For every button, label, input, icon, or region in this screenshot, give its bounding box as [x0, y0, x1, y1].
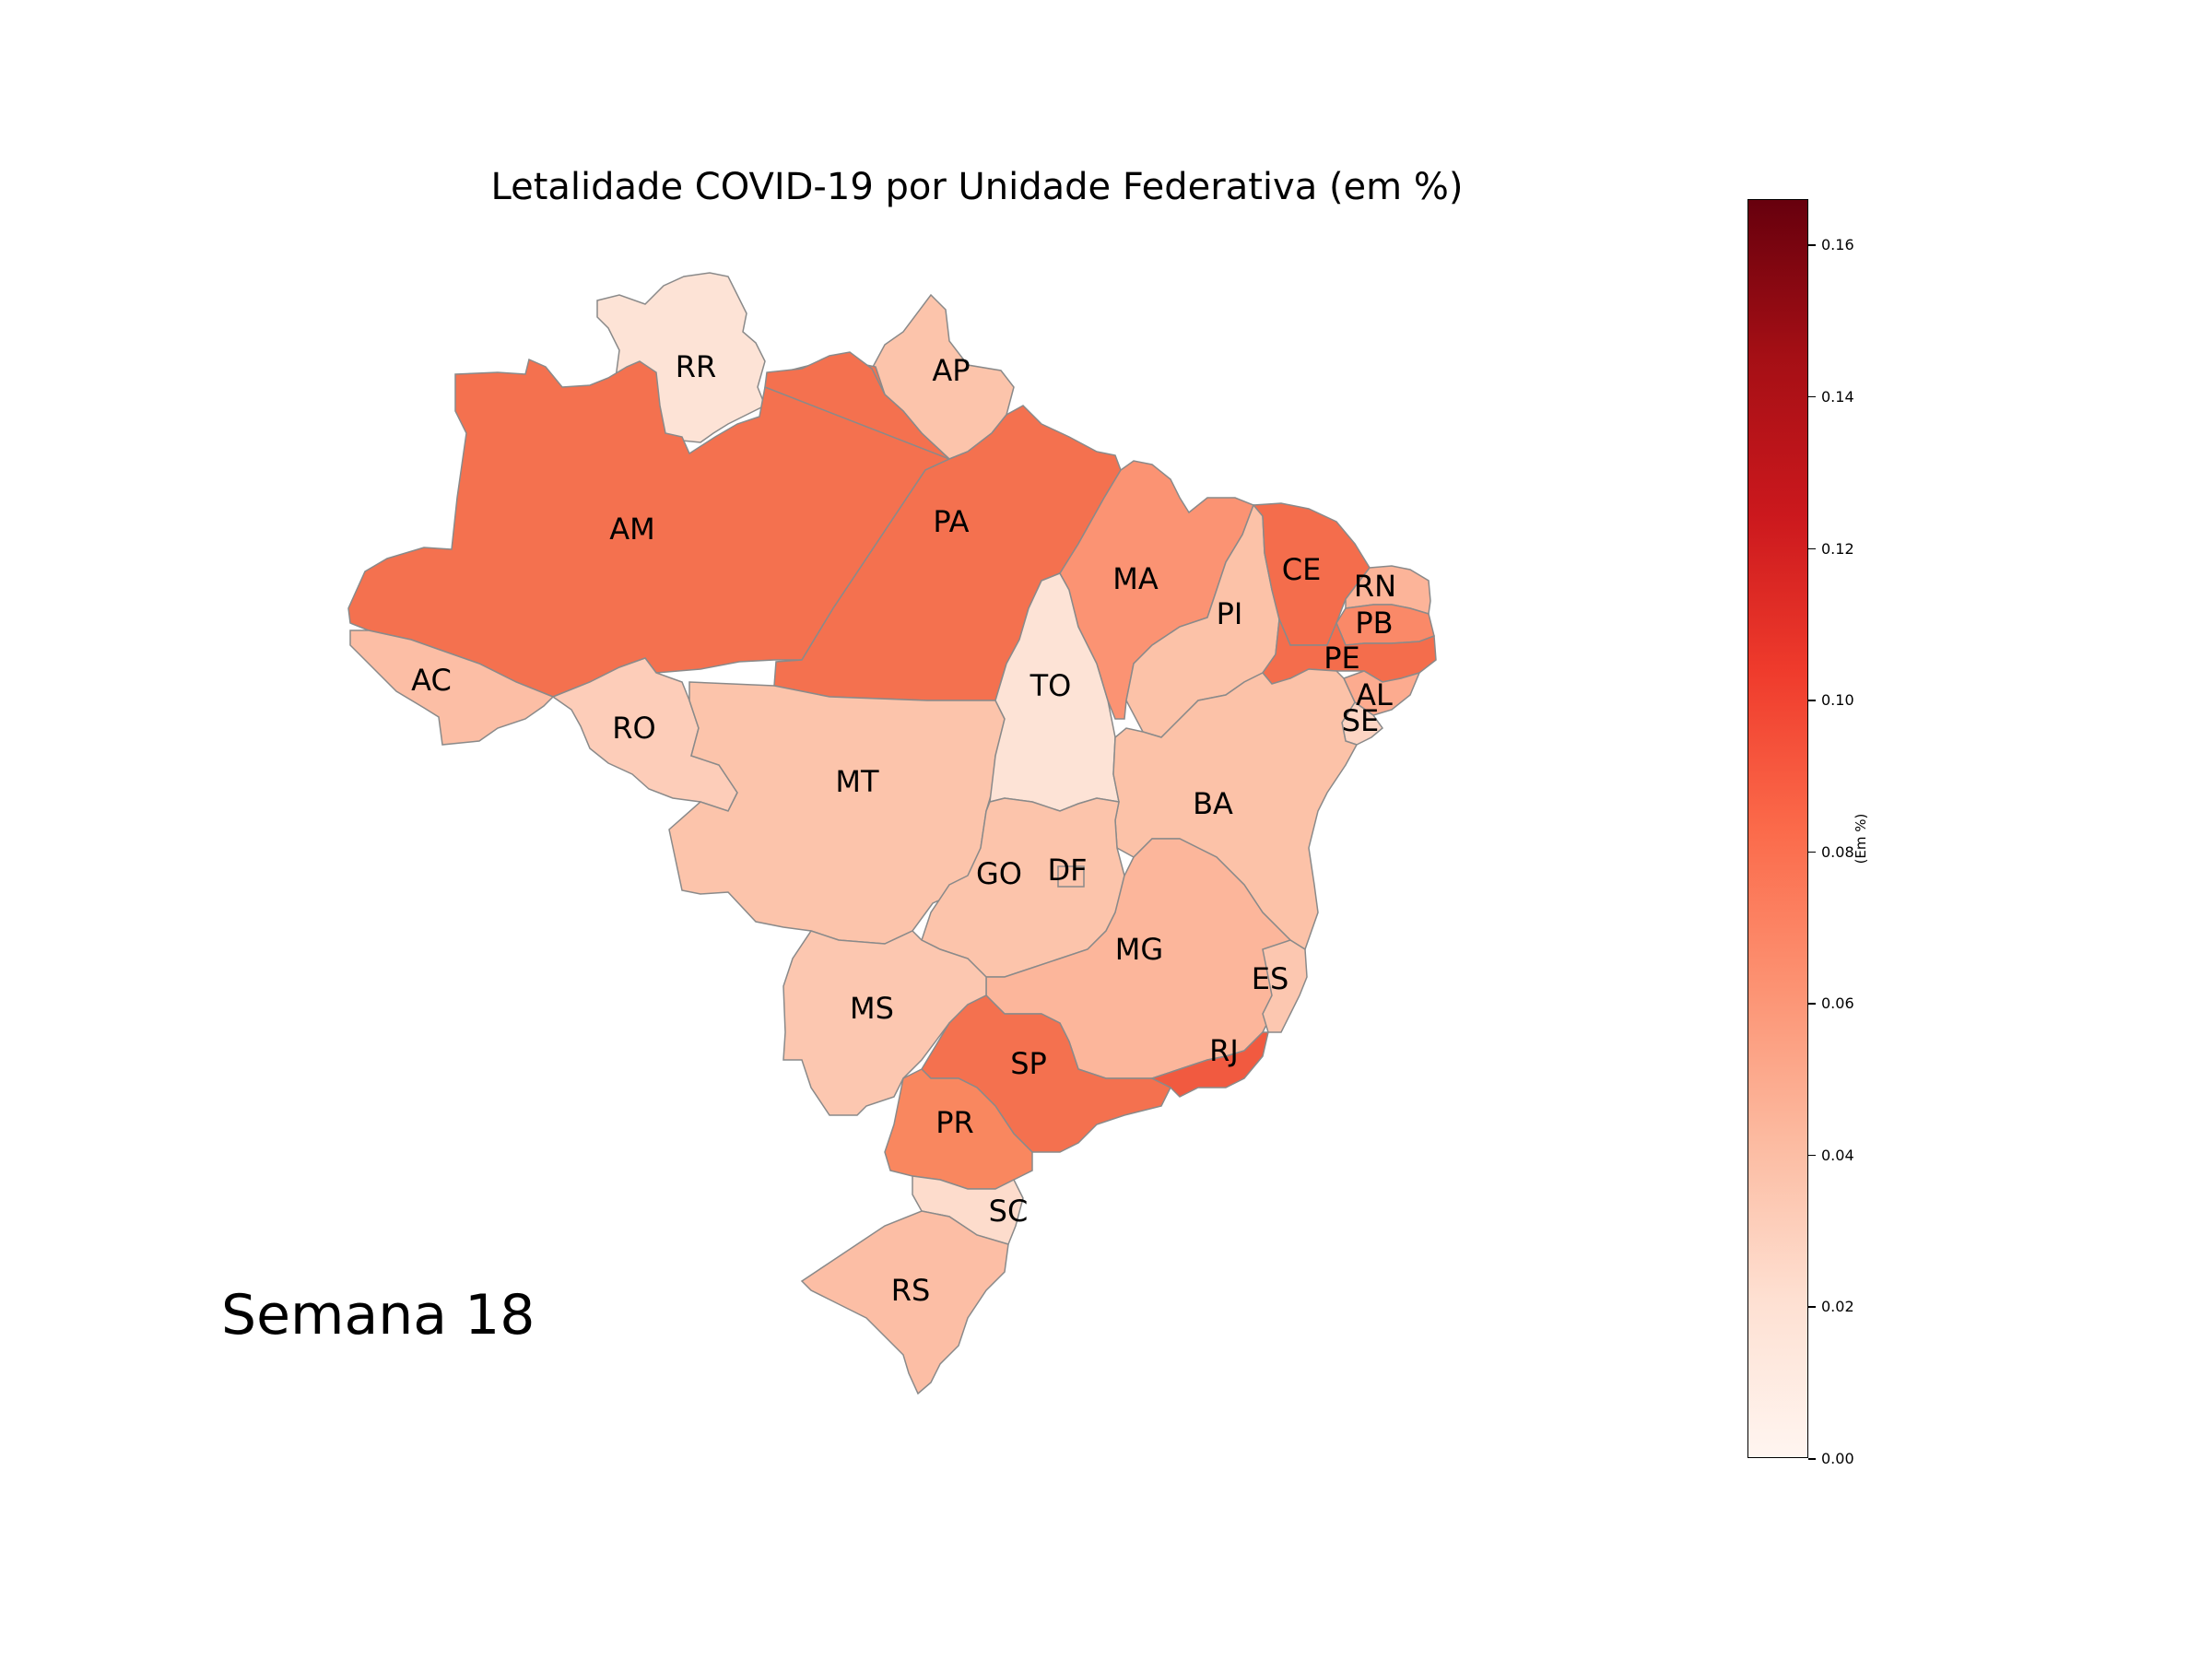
- state-label-RO: RO: [612, 711, 655, 746]
- colorbar-tick-mark: [1808, 700, 1816, 701]
- colorbar-tick-label: 0.04: [1821, 1146, 1854, 1164]
- state-label-DF: DF: [1047, 853, 1087, 888]
- state-AC[interactable]: [349, 629, 555, 746]
- state-ES[interactable]: [1262, 939, 1308, 1033]
- colorbar-tick-mark: [1808, 1003, 1816, 1005]
- colorbar-tick-label: 0.10: [1821, 691, 1854, 710]
- state-label-MS: MS: [850, 991, 894, 1026]
- state-label-PB: PB: [1355, 606, 1393, 641]
- state-label-MA: MA: [1112, 561, 1159, 596]
- state-label-TO: TO: [1030, 668, 1072, 703]
- state-label-RN: RN: [1354, 569, 1396, 604]
- colorbar-label: (Em %): [1853, 813, 1869, 865]
- colorbar-tick-label: 0.14: [1821, 387, 1854, 406]
- colorbar-tick-label: 0.00: [1821, 1450, 1854, 1467]
- map-title: Letalidade COVID-19 por Unidade Federati…: [490, 166, 1464, 208]
- colorbar-tick-mark: [1808, 244, 1816, 246]
- state-label-AC: AC: [411, 663, 452, 698]
- state-label-PI: PI: [1217, 596, 1243, 631]
- state-PR[interactable]: [884, 1068, 1033, 1190]
- state-label-ES: ES: [1252, 961, 1289, 996]
- colorbar-ticks: 0.00 0.02 0.04 0.06 0.08 0.10 0.12 0.14 0.16: [1808, 199, 1882, 1467]
- state-label-CE: CE: [1282, 552, 1322, 587]
- state-label-SE: SE: [1342, 703, 1380, 738]
- state-label-RR: RR: [676, 349, 716, 384]
- colorbar-tick-label: 0.02: [1821, 1298, 1854, 1316]
- colorbar-tick-label: 0.12: [1821, 539, 1854, 558]
- state-MS[interactable]: [782, 930, 987, 1116]
- colorbar: [1747, 199, 1808, 1458]
- colorbar-tick-mark: [1808, 547, 1816, 550]
- colorbar-tick-mark: [1808, 1306, 1816, 1308]
- state-label-GO: GO: [976, 856, 1022, 891]
- colorbar-tick-label: 0.06: [1821, 994, 1854, 1013]
- state-label-AP: AP: [932, 353, 970, 388]
- state-label-RS: RS: [891, 1273, 931, 1308]
- state-label-RJ: RJ: [1209, 1033, 1239, 1068]
- state-RS[interactable]: [800, 1210, 1009, 1395]
- state-label-BA: BA: [1193, 786, 1233, 821]
- state-label-PE: PE: [1324, 641, 1360, 676]
- state-label-MT: MT: [835, 764, 879, 799]
- state-label-SC: SC: [989, 1194, 1029, 1229]
- state-DF[interactable]: [1057, 865, 1085, 888]
- colorbar-tick-label: 0.08: [1821, 842, 1854, 861]
- state-PA[interactable]: [764, 351, 1122, 701]
- state-label-AL: AL: [1356, 677, 1393, 712]
- colorbar-tick-mark: [1808, 1154, 1816, 1157]
- state-RJ[interactable]: [1150, 1031, 1269, 1098]
- state-label-PR: PR: [935, 1105, 974, 1140]
- state-label-AM: AM: [609, 512, 655, 547]
- week-label: Semana 18: [221, 1283, 535, 1347]
- colorbar-tick-mark: [1808, 395, 1816, 398]
- states-layer: [347, 272, 1437, 1395]
- colorbar-tick-label: 0.16: [1821, 236, 1854, 254]
- state-label-PA: PA: [933, 504, 969, 539]
- state-label-MG: MG: [1115, 932, 1163, 967]
- colorbar-tick-mark: [1808, 851, 1816, 853]
- state-label-SP: SP: [1010, 1046, 1047, 1081]
- colorbar-tick-mark: [1808, 1458, 1816, 1460]
